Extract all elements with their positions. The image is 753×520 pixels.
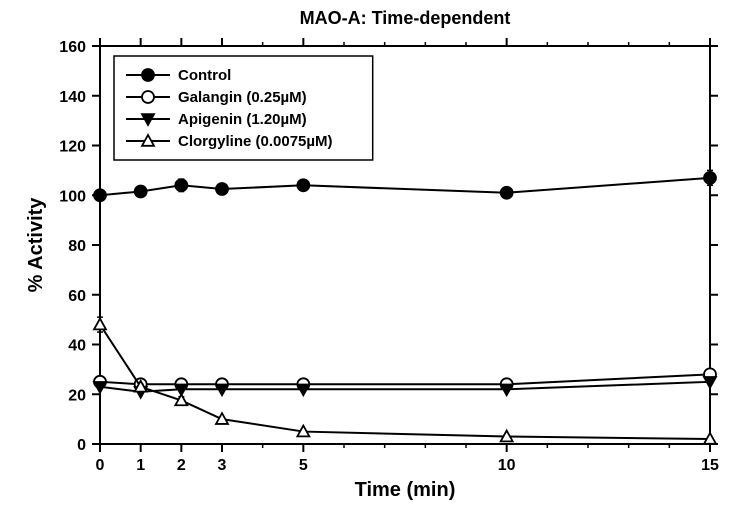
legend-label: Clorgyline (0.0075µM) [178, 133, 333, 150]
y-tick-label: 80 [68, 238, 86, 255]
marker [175, 179, 187, 191]
legend: Control Galangin (0.25µM) Apigenin (1.20µM… [114, 56, 373, 160]
x-axis-label: Time (min) [355, 479, 456, 501]
chart-svg: MAO-A: Time-dependent 0 1 2 3 5 10 15 0 20 40 60 80 1… [0, 0, 753, 520]
marker [704, 172, 716, 184]
legend-label: Control [178, 67, 231, 84]
marker [216, 183, 228, 195]
x-tick-label: 10 [498, 457, 516, 474]
legend-label: Galangin (0.25µM) [178, 89, 307, 106]
legend-label: Apigenin (1.20µM) [178, 111, 307, 128]
x-tick-label: 5 [299, 457, 308, 474]
marker [142, 69, 154, 81]
y-axis-label: % Activity [25, 197, 47, 293]
x-tick-label: 3 [218, 457, 227, 474]
marker [142, 91, 154, 103]
y-tick-label: 140 [59, 89, 86, 106]
y-tick-label: 100 [59, 188, 86, 205]
x-tick-label: 15 [701, 457, 719, 474]
y-tick-label: 0 [77, 437, 86, 454]
marker [94, 189, 106, 201]
marker [297, 179, 309, 191]
marker [135, 186, 147, 198]
x-tick-label: 2 [177, 457, 186, 474]
y-tick-label: 120 [59, 139, 86, 156]
marker [501, 187, 513, 199]
y-tick-label: 20 [68, 387, 86, 404]
x-tick-label: 0 [96, 457, 105, 474]
y-tick-label: 40 [68, 338, 86, 355]
chart-container: MAO-A: Time-dependent 0 1 2 3 5 10 15 0 20 40 60 80 1… [0, 0, 753, 520]
y-tick-label: 60 [68, 288, 86, 305]
chart-title: MAO-A: Time-dependent [300, 8, 511, 28]
chart-bg [0, 0, 753, 520]
x-tick-label: 1 [136, 457, 145, 474]
y-tick-label: 160 [59, 39, 86, 56]
